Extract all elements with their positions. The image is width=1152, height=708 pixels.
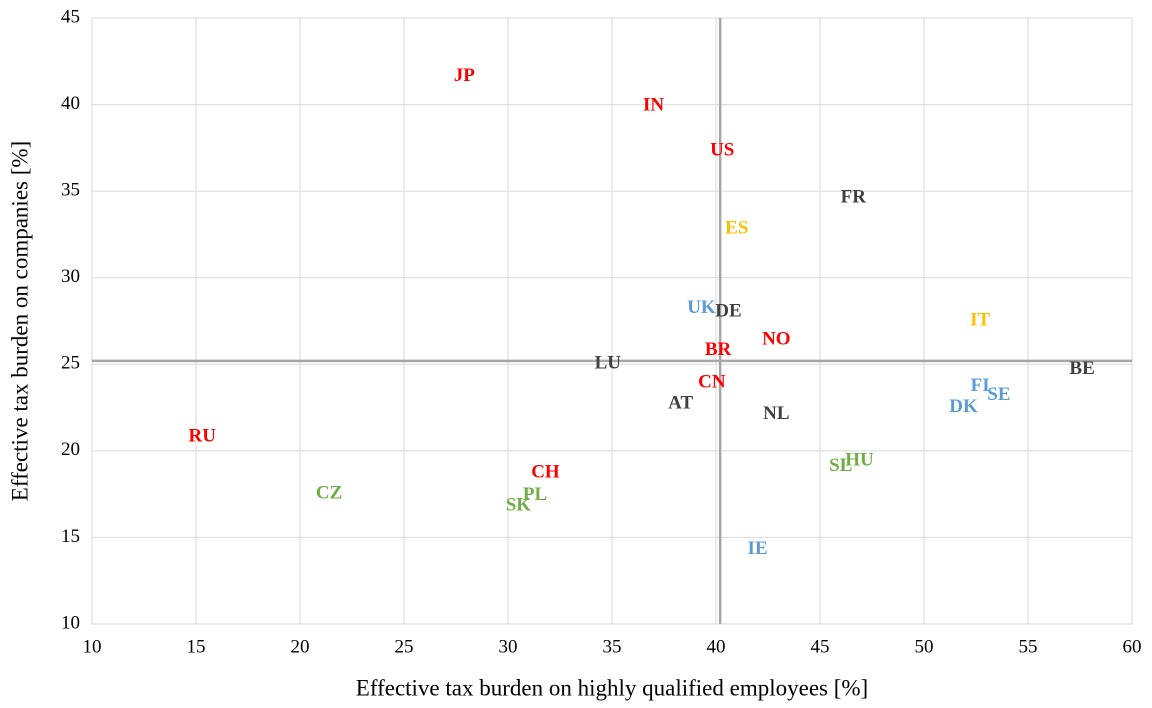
point-label: UK — [687, 297, 716, 318]
point-label: HU — [845, 450, 874, 471]
x-tick-label: 10 — [83, 636, 102, 657]
point-label: SK — [506, 495, 532, 516]
point-label: FI — [971, 375, 990, 396]
x-tick-label: 20 — [291, 636, 310, 657]
point-label: SE — [987, 384, 1010, 405]
point-label: CN — [698, 372, 726, 393]
x-tick-label: 50 — [915, 636, 934, 657]
point-label: IE — [748, 538, 768, 559]
x-tick-label: 60 — [1123, 636, 1142, 657]
point-label: AT — [668, 392, 693, 413]
point-label: FR — [841, 186, 867, 207]
point-label: BE — [1069, 358, 1094, 379]
point-label: NO — [762, 328, 791, 349]
x-tick-label: 15 — [187, 636, 206, 657]
y-axis-title: Effective tax burden on companies [%] — [7, 141, 32, 501]
x-tick-label: 35 — [603, 636, 622, 657]
point-label: BR — [705, 339, 732, 360]
point-label: US — [710, 140, 734, 161]
x-tick-label: 30 — [499, 636, 518, 657]
x-axis-title: Effective tax burden on highly qualified… — [356, 675, 868, 700]
y-tick-label: 45 — [61, 6, 80, 27]
point-label: LU — [595, 353, 622, 374]
y-tick-label: 35 — [61, 180, 80, 201]
x-tick-label: 45 — [811, 636, 830, 657]
point-label: DK — [949, 396, 978, 417]
point-label: RU — [189, 425, 217, 446]
point-label: IT — [970, 309, 990, 330]
point-label: CZ — [316, 483, 342, 504]
point-label: DE — [715, 301, 741, 322]
y-tick-label: 40 — [61, 93, 80, 114]
point-label: SL — [829, 455, 852, 476]
point-label: PL — [523, 484, 547, 505]
y-tick-label: 10 — [61, 612, 80, 633]
x-tick-label: 25 — [395, 636, 414, 657]
x-tick-label: 55 — [1019, 636, 1038, 657]
x-tick-label: 40 — [707, 636, 726, 657]
point-label: NL — [763, 403, 789, 424]
y-tick-label: 20 — [61, 439, 80, 460]
point-label: IN — [643, 95, 664, 116]
y-tick-label: 15 — [61, 526, 80, 547]
point-label: CH — [531, 462, 560, 483]
y-tick-label: 30 — [61, 266, 80, 287]
point-label: ES — [725, 218, 748, 239]
point-label: JP — [454, 65, 476, 86]
y-tick-label: 25 — [61, 353, 80, 374]
